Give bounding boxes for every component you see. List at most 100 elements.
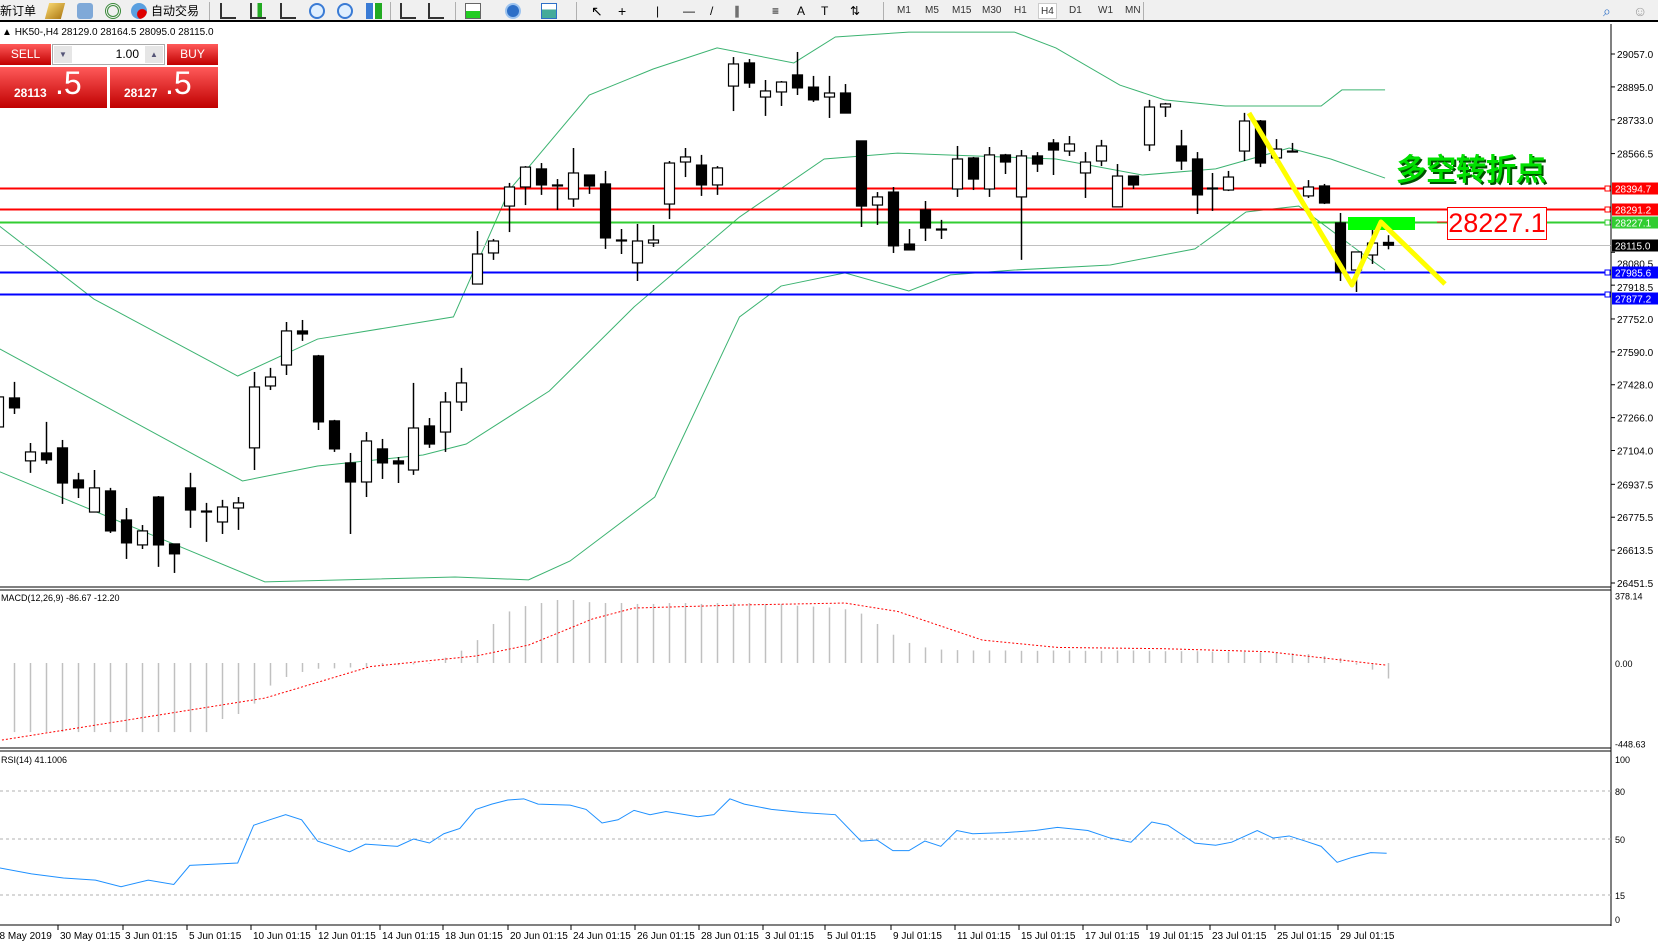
candle[interactable] — [583, 174, 596, 194]
crosshair-icon[interactable]: + — [618, 3, 627, 19]
candle[interactable] — [1079, 152, 1092, 198]
fibo-channel-icon[interactable]: ∥ — [734, 4, 740, 18]
timeframe-mn[interactable]: MN — [1125, 5, 1141, 16]
candle[interactable] — [551, 179, 564, 210]
arrows-icon[interactable]: ⇅ — [850, 4, 861, 18]
candle[interactable] — [1127, 175, 1140, 190]
timeframe-d1[interactable]: D1 — [1069, 5, 1082, 16]
projection-zigzag-line[interactable] — [1246, 111, 1447, 288]
vertical-line-icon[interactable]: | — [656, 4, 660, 18]
templates-icon[interactable] — [541, 3, 557, 19]
lots-stepper[interactable]: ▼ 1.00 ▲ — [52, 44, 165, 65]
candle[interactable] — [1111, 164, 1124, 208]
candle[interactable] — [1047, 139, 1060, 176]
candle[interactable] — [455, 367, 468, 411]
candle[interactable] — [264, 367, 277, 391]
timeframe-m5[interactable]: M5 — [925, 5, 939, 16]
chart-shift-icon[interactable] — [400, 3, 416, 19]
timeframe-w1[interactable]: W1 — [1098, 5, 1113, 16]
new-chart-icon[interactable] — [465, 3, 481, 19]
horizontal-line-icon[interactable]: — — [683, 4, 695, 18]
candle[interactable] — [743, 59, 756, 88]
candle[interactable] — [1238, 112, 1251, 161]
candle[interactable] — [88, 470, 101, 513]
candle[interactable] — [216, 499, 229, 534]
candle[interactable] — [0, 390, 5, 430]
candle[interactable] — [1175, 129, 1188, 170]
text-icon[interactable]: A — [797, 4, 806, 18]
cursor-icon[interactable]: ↖ — [591, 3, 603, 19]
candle[interactable] — [1382, 235, 1395, 250]
candle[interactable] — [104, 487, 117, 533]
new-order-button[interactable]: 新订单 — [0, 4, 37, 18]
timeframe-m1[interactable]: M1 — [897, 5, 911, 16]
candle[interactable] — [407, 382, 420, 475]
timeframe-h1[interactable]: H1 — [1014, 5, 1027, 16]
candle[interactable] — [232, 497, 245, 530]
tile-windows-icon[interactable] — [366, 3, 382, 19]
candle[interactable] — [903, 229, 916, 251]
candle[interactable] — [967, 156, 980, 191]
search-icon[interactable]: ⌕ — [1603, 3, 1611, 19]
zoom-in-icon[interactable] — [309, 3, 325, 19]
auto-trading-icon[interactable] — [131, 3, 147, 19]
lots-input[interactable]: 1.00 — [115, 47, 139, 61]
candle[interactable] — [951, 145, 964, 197]
candle[interactable] — [1318, 183, 1331, 205]
candle[interactable] — [599, 170, 612, 249]
signals-icon[interactable] — [105, 3, 121, 19]
candle[interactable] — [1159, 102, 1172, 117]
timeframe-m15[interactable]: M15 — [952, 5, 972, 16]
line-chart-icon[interactable] — [280, 3, 296, 19]
candle[interactable] — [296, 319, 309, 341]
candle[interactable] — [376, 438, 389, 479]
annotation-text[interactable]: 多空转折点 — [1396, 153, 1546, 188]
candle[interactable] — [328, 419, 341, 452]
candle[interactable] — [631, 223, 644, 281]
candle[interactable] — [1206, 172, 1219, 211]
level-handle[interactable] — [1604, 269, 1611, 276]
candle[interactable] — [695, 154, 708, 196]
candle[interactable] — [1143, 99, 1156, 152]
level-handle[interactable] — [1604, 185, 1611, 192]
level-handle[interactable] — [1604, 219, 1611, 226]
candle[interactable] — [360, 432, 373, 498]
candle[interactable] — [136, 525, 149, 549]
candle[interactable] — [248, 371, 261, 471]
auto-trading-button[interactable]: 自动交易 — [151, 4, 200, 18]
candle[interactable] — [471, 231, 484, 285]
community-icon[interactable]: ☺ — [1633, 3, 1648, 19]
candle[interactable] — [519, 166, 532, 206]
candle[interactable] — [535, 163, 548, 195]
candle[interactable] — [168, 543, 181, 573]
sell-price-button[interactable]: 28113 .5 — [0, 65, 107, 108]
candle[interactable] — [855, 140, 868, 227]
candle[interactable] — [1095, 139, 1108, 167]
candle[interactable] — [1286, 142, 1299, 153]
periods-clock-icon[interactable] — [505, 3, 521, 19]
candle[interactable] — [711, 166, 724, 195]
candle[interactable] — [775, 81, 788, 106]
candle[interactable] — [1222, 170, 1235, 192]
candle[interactable] — [839, 84, 852, 114]
level-handle[interactable] — [1604, 206, 1611, 213]
candle[interactable] — [1063, 136, 1076, 156]
buy-button[interactable]: BUY — [167, 44, 218, 66]
candle[interactable] — [791, 51, 804, 96]
decrease-lots-icon[interactable]: ▼ — [54, 46, 72, 63]
candle[interactable] — [887, 186, 900, 253]
candle[interactable] — [999, 153, 1012, 174]
candle[interactable] — [727, 57, 740, 112]
candlestick-icon[interactable] — [250, 3, 266, 19]
candle[interactable] — [1015, 150, 1028, 260]
candle[interactable] — [663, 160, 676, 220]
candle[interactable] — [8, 381, 21, 414]
candle[interactable] — [152, 496, 165, 567]
candle[interactable] — [919, 200, 932, 241]
sell-button[interactable]: SELL — [0, 44, 51, 66]
timeframe-m30[interactable]: M30 — [982, 5, 1002, 16]
candle[interactable] — [120, 507, 133, 559]
candle[interactable] — [423, 418, 436, 448]
candle[interactable] — [24, 443, 37, 473]
